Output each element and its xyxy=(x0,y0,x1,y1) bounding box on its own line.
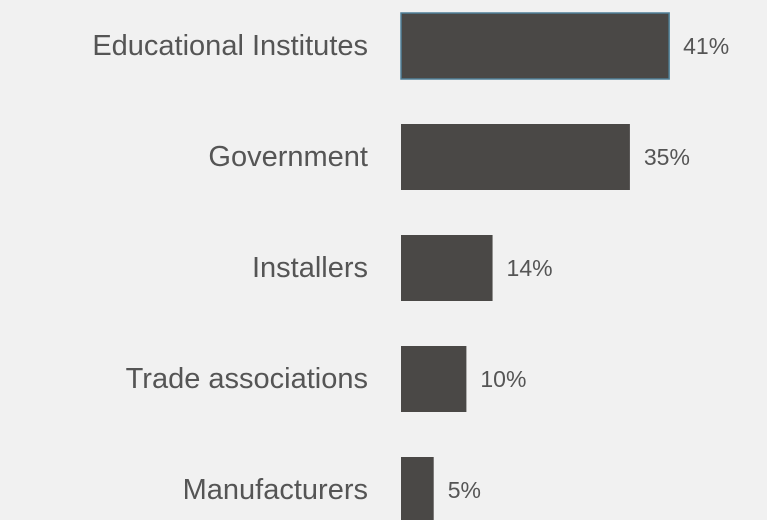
value-label-government: 35% xyxy=(644,144,690,170)
category-label-government: Government xyxy=(208,141,368,173)
value-labels-group: 41% 35% 14% 10% 5% xyxy=(448,33,729,503)
bars-group xyxy=(400,12,670,520)
bar-educational-institutes xyxy=(400,12,670,80)
bar-government xyxy=(401,124,630,190)
value-label-trade-associations: 10% xyxy=(480,366,526,392)
value-label-installers: 14% xyxy=(507,255,553,281)
category-label-trade-associations: Trade associations xyxy=(126,363,368,395)
category-label-educational-institutes: Educational Institutes xyxy=(92,30,368,62)
category-label-installers: Installers xyxy=(252,252,368,284)
value-label-manufacturers: 5% xyxy=(448,477,481,503)
category-labels-group: Educational Institutes Government Installe… xyxy=(92,30,368,506)
bar-installers xyxy=(401,235,493,301)
bar-manufacturers xyxy=(401,457,434,520)
category-label-manufacturers: Manufacturers xyxy=(183,474,368,506)
value-label-educational-institutes: 41% xyxy=(683,33,729,59)
bar-trade-associations xyxy=(401,346,467,412)
